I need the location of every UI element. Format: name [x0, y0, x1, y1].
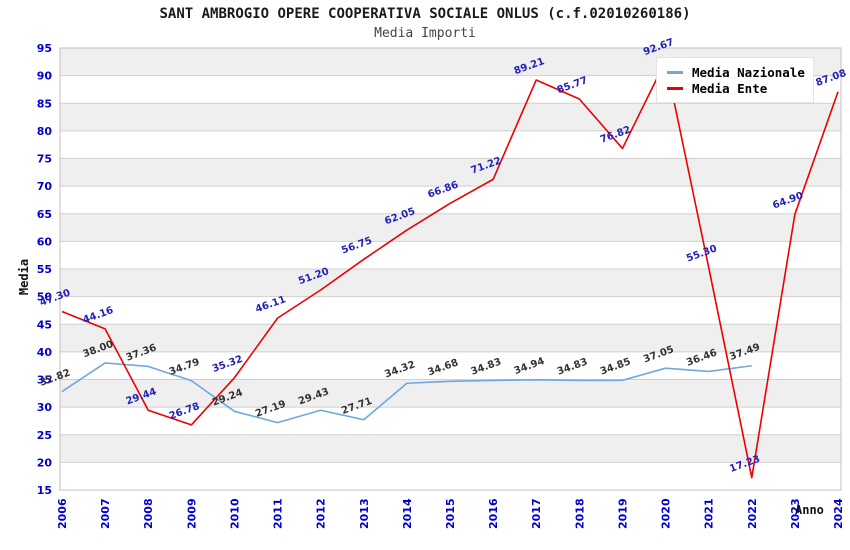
x-tick-label: 2022 [746, 498, 759, 529]
grid-band [60, 434, 841, 463]
legend: Media Nazionale Media Ente [656, 57, 814, 103]
x-tick-label: 2019 [616, 498, 629, 529]
y-tick-label: 45 [37, 318, 52, 331]
x-tick-label: 2016 [487, 498, 500, 529]
x-tick-label: 2007 [99, 498, 112, 529]
x-tick-label: 2011 [272, 498, 285, 529]
y-tick-label: 25 [37, 429, 52, 442]
chart-subtitle: Media Importi [374, 26, 476, 41]
y-tick-label: 65 [37, 208, 52, 221]
y-tick-label: 60 [37, 235, 53, 248]
legend-item-0: Media Nazionale [667, 64, 813, 80]
y-tick-label: 40 [37, 346, 53, 359]
y-tick-label: 75 [37, 153, 52, 166]
grid-band [60, 103, 841, 131]
legend-item-1: Media Ente [667, 80, 813, 96]
x-tick-label: 2006 [56, 498, 69, 529]
x-tick-label: 2009 [185, 498, 198, 529]
x-tick-label: 2015 [444, 498, 457, 529]
y-tick-label: 50 [37, 291, 53, 304]
grid-band [60, 213, 841, 242]
x-tick-label: 2023 [789, 498, 802, 529]
x-tick-label: 2018 [573, 498, 586, 529]
x-tick-label: 2021 [703, 498, 716, 529]
legend-item-label: Media Nazionale [692, 64, 805, 80]
y-tick-label: 55 [37, 263, 52, 276]
y-tick-label: 35 [37, 374, 52, 387]
grid-band [60, 269, 841, 297]
x-tick-label: 2024 [832, 498, 845, 529]
y-tick-label: 90 [37, 70, 53, 83]
grid-band [60, 379, 841, 408]
legend-item-label: Media Ente [692, 80, 768, 96]
series-line-media-nazionale [61, 362, 752, 424]
x-tick-label: 2020 [660, 498, 673, 529]
x-tick-label: 2013 [358, 498, 371, 529]
x-axis-title: Anno [795, 503, 824, 517]
x-tick-label: 2010 [228, 498, 241, 529]
x-tick-label: 2008 [142, 498, 155, 529]
y-tick-label: 30 [37, 401, 53, 414]
x-tick-label: 2017 [530, 498, 543, 529]
x-tick-label: 2012 [315, 498, 328, 529]
plot-border [59, 47, 842, 491]
y-tick-label: 15 [37, 484, 52, 497]
y-tick-label: 95 [37, 42, 52, 55]
y-tick-label: 85 [37, 97, 52, 110]
y-tick-label: 70 [37, 180, 53, 193]
y-tick-label: 80 [37, 125, 53, 138]
y-tick-label: 20 [37, 456, 53, 469]
legend-swatch-icon [667, 70, 683, 74]
y-axis-title: Media [17, 258, 32, 296]
x-tick-label: 2014 [401, 498, 414, 529]
grid-band [60, 158, 841, 187]
series-line-media-ente [61, 60, 839, 479]
grid-band [60, 324, 841, 352]
legend-swatch-icon [667, 86, 683, 90]
chart-title: SANT AMBROGIO OPERE COOPERATIVA SOCIALE … [159, 6, 691, 22]
